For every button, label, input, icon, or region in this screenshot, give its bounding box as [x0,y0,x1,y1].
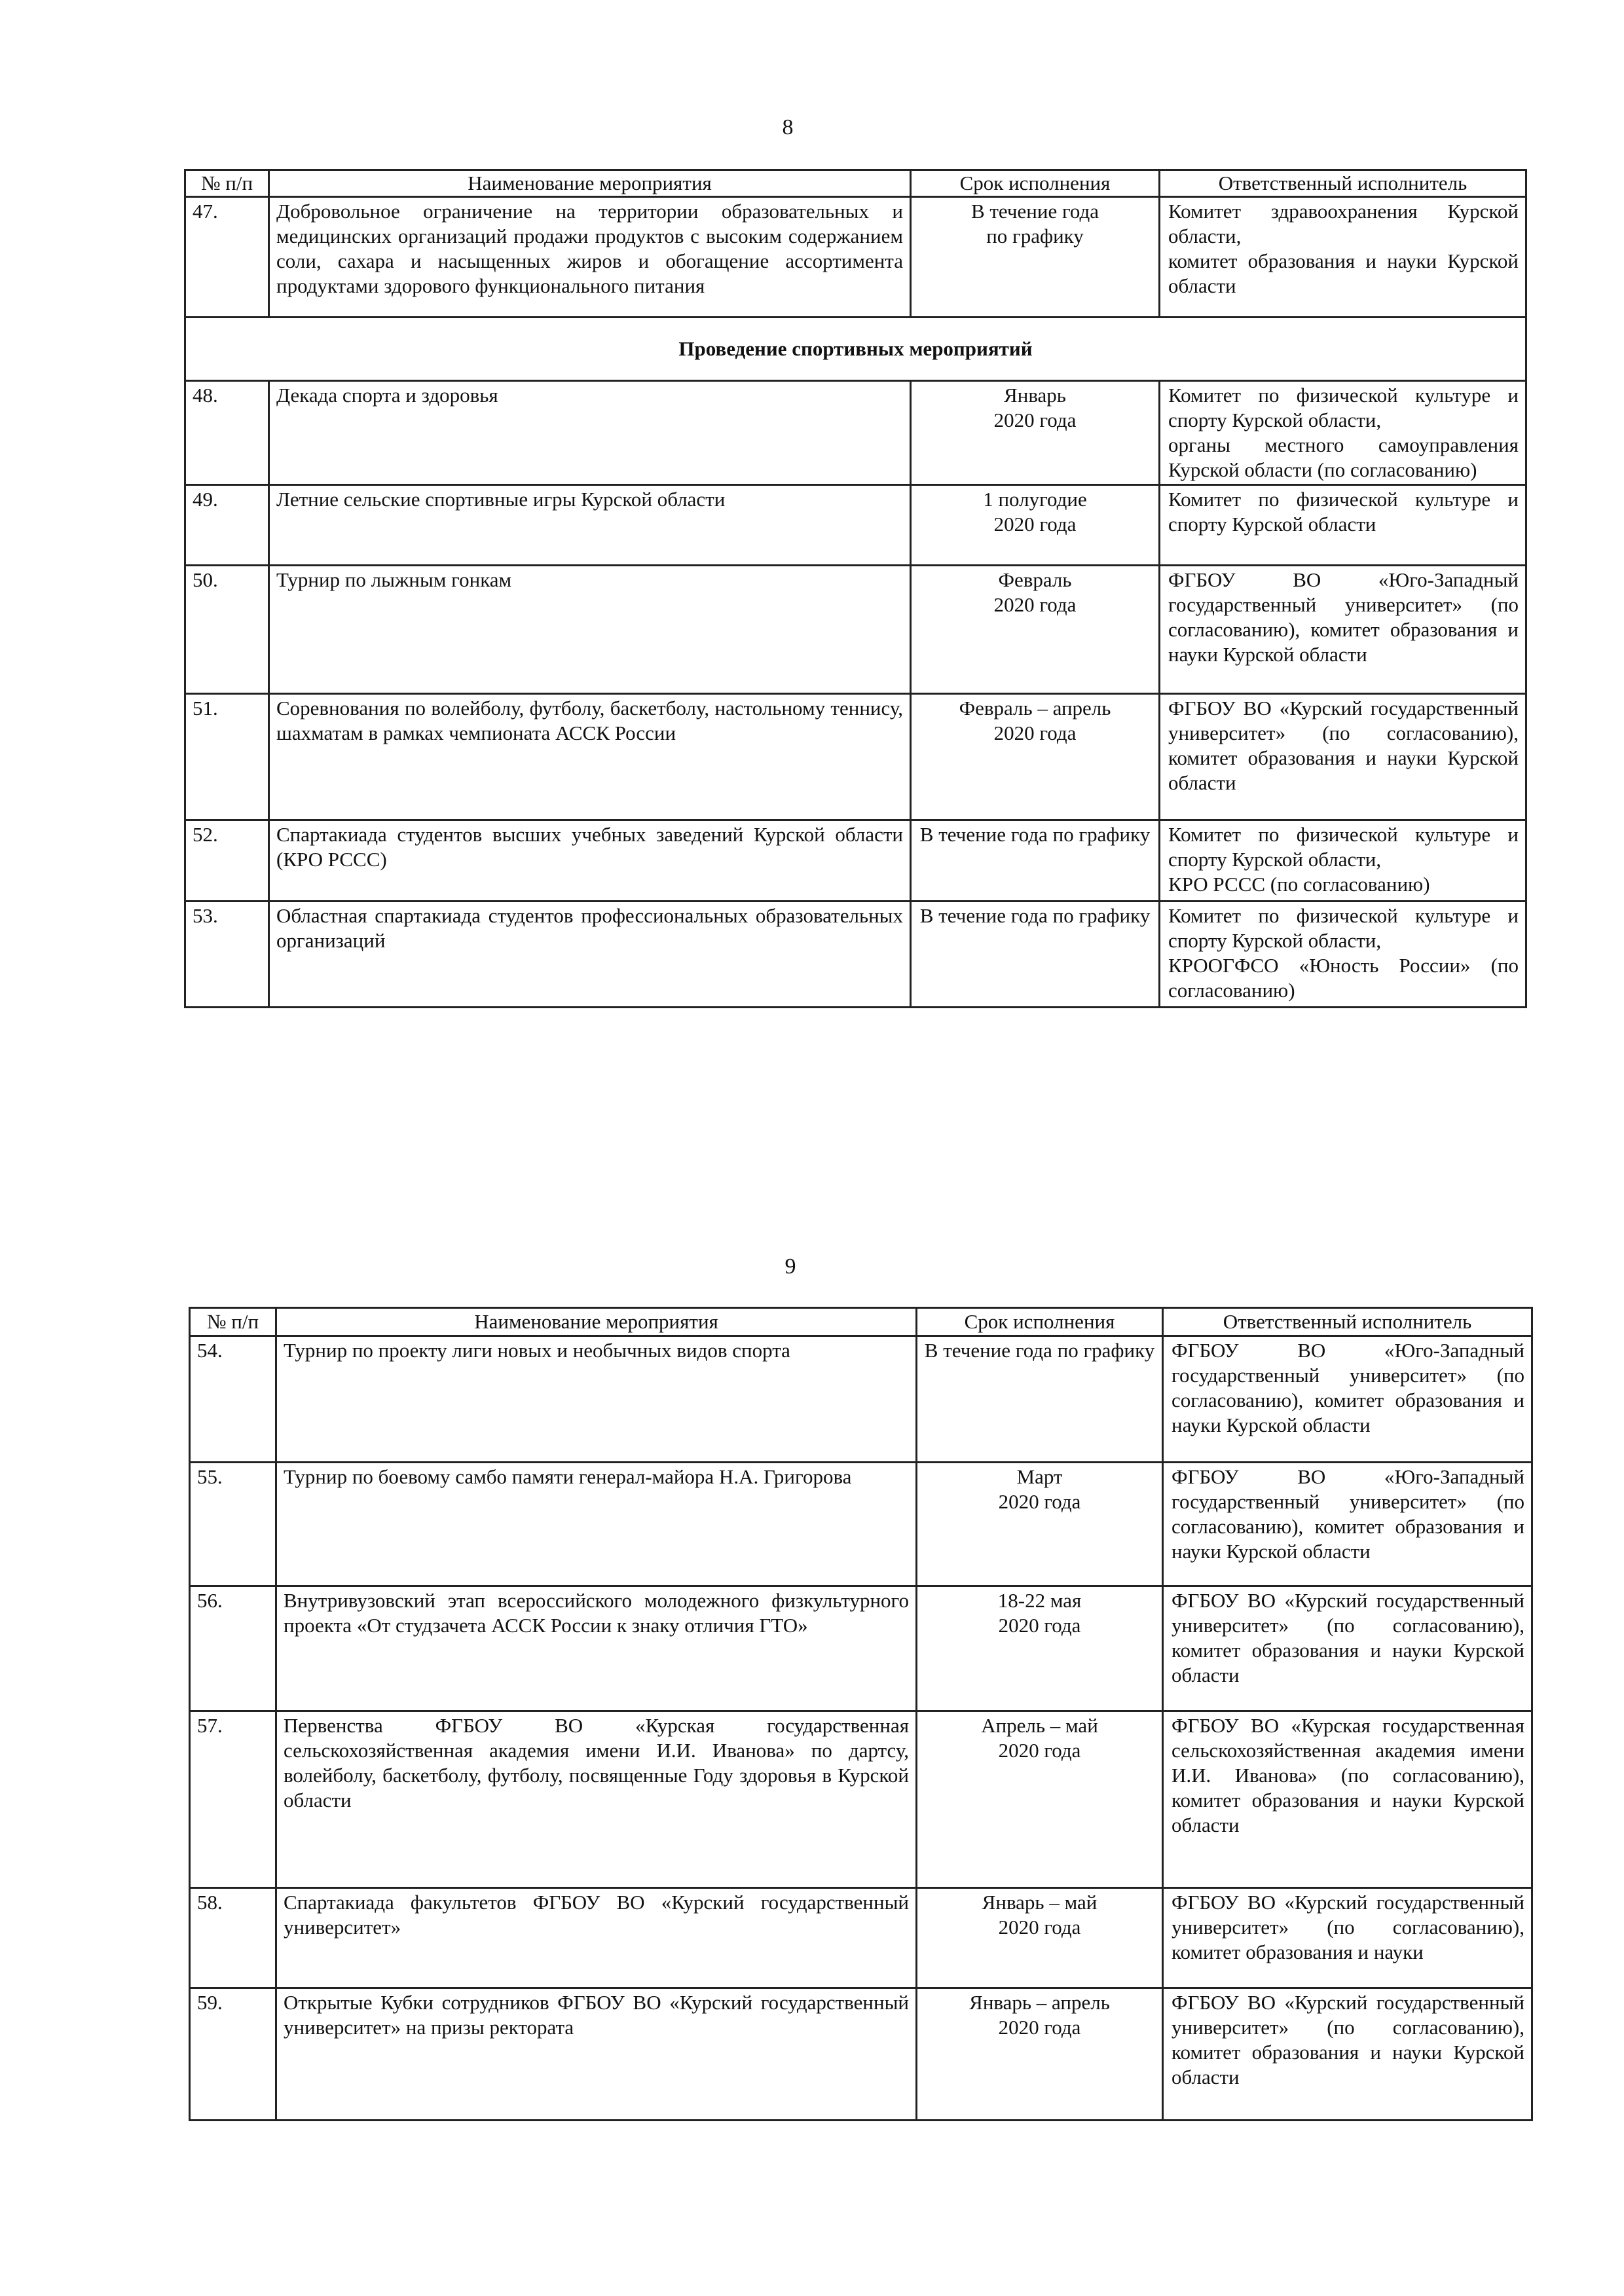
event-name: Первенства ФГБОУ ВО «Курская государстве… [275,1710,917,1889]
deadline: Март 2020 года [915,1461,1164,1587]
row-number: 51. [184,693,270,821]
table-row: 59. Открытые Кубки сотрудников ФГБОУ ВО «… [189,1987,1533,2121]
table-row: 54. Турнир по проекту лиги новых и необыч… [189,1335,1533,1463]
table-row: 49. Летние сельские спортивные игры Курск… [184,484,1527,566]
row-number: 56. [189,1585,277,1712]
column-header-deadline: Срок исполнения [910,169,1160,198]
responsible-party: ФГБОУ ВО «Юго-Западный государственный у… [1162,1461,1533,1587]
deadline: Февраль 2020 года [910,564,1160,695]
responsible-party: Комитет по физической культуре и спорту … [1158,819,1527,902]
deadline: В течение года по графику [910,196,1160,318]
responsible-party: Комитет по физической культуре и спорту … [1158,900,1527,1008]
deadline: 18-22 мая 2020 года [915,1585,1164,1712]
page-number: 8 [782,115,794,139]
table-row: 55. Турнир по боевому самбо памяти генера… [189,1461,1533,1587]
responsible-party: Комитет по физической культуре и спорту … [1158,380,1527,486]
column-header-name: Наименование мероприятия [268,169,912,198]
events-table-page-8: № п/п Наименование мероприятия Срок исполн… [184,169,1527,1008]
responsible-party: ФГБОУ ВО «Курская государственная сельск… [1162,1710,1533,1889]
responsible-party: Комитет здравоохранения Курской области,… [1158,196,1527,318]
row-number: 49. [184,484,270,566]
event-name: Внутривузовский этап всероссийского моло… [275,1585,917,1712]
row-number: 50. [184,564,270,695]
responsible-party: ФГБОУ ВО «Юго-Западный государственный у… [1162,1335,1533,1463]
row-number: 48. [184,380,270,486]
responsible-party: ФГБОУ ВО «Курский государственный универ… [1162,1585,1533,1712]
row-number: 52. [184,819,270,902]
row-number: 47. [184,196,270,318]
row-number: 59. [189,1987,277,2121]
table-row: 53. Областная спартакиада студентов профе… [184,900,1527,1008]
section-title: Проведение спортивных мероприятий [184,316,1527,382]
column-header-deadline: Срок исполнения [915,1307,1164,1337]
deadline: Январь 2020 года [910,380,1160,486]
column-header-responsible: Ответственный исполнитель [1162,1307,1533,1337]
event-name: Турнир по проекту лиги новых и необычных… [275,1335,917,1463]
header-row: № п/п Наименование мероприятия Срок исполн… [189,1307,1533,1337]
responsible-party: ФГБОУ ВО «Курский государственный универ… [1162,1987,1533,2121]
event-name: Спартакиада факультетов ФГБОУ ВО «Курски… [275,1887,917,1989]
event-name: Открытые Кубки сотрудников ФГБОУ ВО «Кур… [275,1987,917,2121]
responsible-party: Комитет по физической культуре и спорту … [1158,484,1527,566]
table-row: 58. Спартакиада факультетов ФГБОУ ВО «Кур… [189,1887,1533,1989]
header-row: № п/п Наименование мероприятия Срок исполн… [184,169,1527,198]
table-row: 56. Внутривузовский этап всероссийского м… [189,1585,1533,1712]
column-header-name: Наименование мероприятия [275,1307,917,1337]
event-name: Летние сельские спортивные игры Курской … [268,484,912,566]
deadline: Февраль – апрель 2020 года [910,693,1160,821]
event-name: Областная спартакиада студентов професси… [268,900,912,1008]
page-number: 9 [784,1254,796,1279]
table-row: 50. Турнир по лыжным гонкам Февраль 2020 г… [184,564,1527,695]
event-name: Декада спорта и здоровья [268,380,912,486]
event-name: Турнир по лыжным гонкам [268,564,912,695]
event-name: Добровольное ограничение на территории о… [268,196,912,318]
event-name: Турнир по боевому самбо памяти генерал-м… [275,1461,917,1587]
column-header-number: № п/п [184,169,270,198]
deadline: Январь – май 2020 года [915,1887,1164,1989]
table-row: 48. Декада спорта и здоровья Январь 2020 г… [184,380,1527,486]
deadline: В течение года по графику [910,900,1160,1008]
event-name: Соревнования по волейболу, футболу, баск… [268,693,912,821]
responsible-party: ФГБОУ ВО «Курский государственный универ… [1162,1887,1533,1989]
row-number: 53. [184,900,270,1008]
deadline: Январь – апрель 2020 года [915,1987,1164,2121]
events-table-page-9: № п/п Наименование мероприятия Срок исполн… [189,1307,1533,2121]
deadline: В течение года по графику [915,1335,1164,1463]
responsible-party: ФГБОУ ВО «Юго-Западный государственный у… [1158,564,1527,695]
event-name: Спартакиада студентов высших учебных зав… [268,819,912,902]
row-number: 57. [189,1710,277,1889]
section-row: Проведение спортивных мероприятий [184,316,1527,382]
table-row: 52. Спартакиада студентов высших учебных … [184,819,1527,902]
column-header-responsible: Ответственный исполнитель [1158,169,1527,198]
row-number: 54. [189,1335,277,1463]
deadline: Апрель – май 2020 года [915,1710,1164,1889]
deadline: 1 полугодие 2020 года [910,484,1160,566]
row-number: 55. [189,1461,277,1587]
column-header-number: № п/п [189,1307,277,1337]
deadline: В течение года по графику [910,819,1160,902]
row-number: 58. [189,1887,277,1989]
table-row: 47. Добровольное ограничение на территори… [184,196,1527,318]
table-row: 51. Соревнования по волейболу, футболу, б… [184,693,1527,821]
responsible-party: ФГБОУ ВО «Курский государственный универ… [1158,693,1527,821]
table-row: 57. Первенства ФГБОУ ВО «Курская государс… [189,1710,1533,1889]
